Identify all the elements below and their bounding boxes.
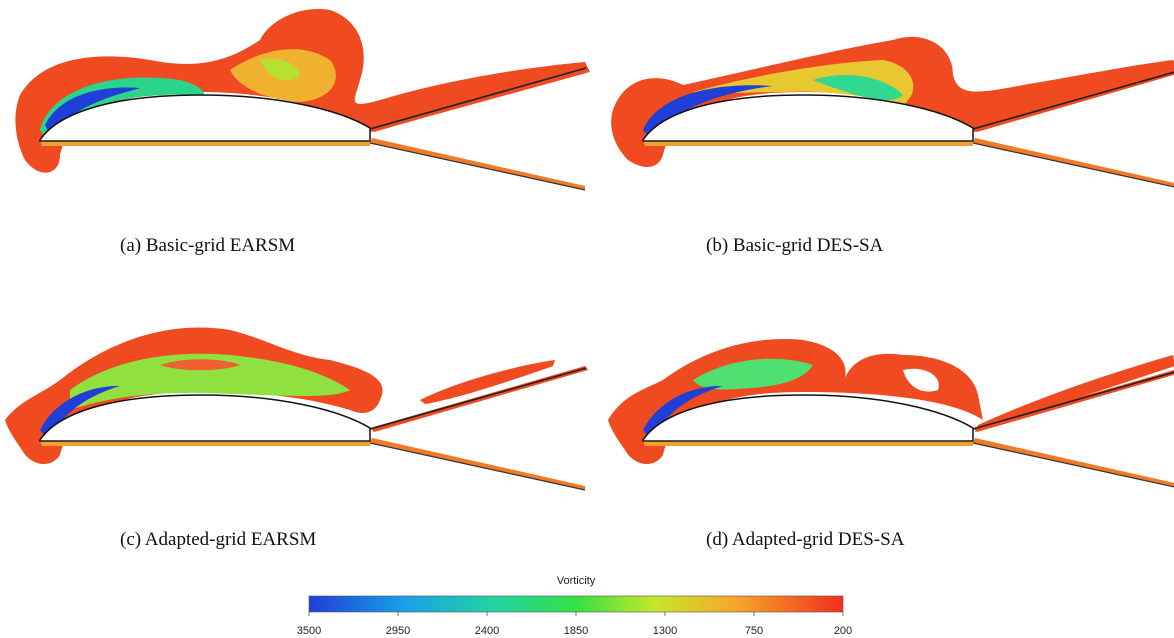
colorbar-tick-label: 200 (834, 625, 852, 637)
colorbar-tick-label: 750 (745, 625, 763, 637)
colorbar-tick-label: 3500 (297, 625, 321, 637)
figure: (a) Basic-grid EARSM (b) Basic-grid DES-… (0, 0, 1174, 638)
panel-c (5, 327, 588, 490)
colorbar-tick-label: 2400 (475, 625, 499, 637)
colorbar-tick-label: 1300 (653, 625, 677, 637)
caption: (a) Basic-grid EARSM (120, 235, 295, 256)
caption: (d) Adapted-grid DES-SA (706, 529, 905, 550)
colorbar (309, 596, 843, 612)
colorbar-title: Vorticity (557, 575, 596, 587)
panel-b (611, 37, 1174, 190)
panel-d (608, 339, 1174, 490)
caption: (c) Adapted-grid EARSM (120, 529, 316, 550)
colorbar-tick-label: 2950 (386, 625, 410, 637)
panel-a (15, 9, 590, 190)
colorbar-tick-label: 1850 (564, 625, 588, 637)
caption: (b) Basic-grid DES-SA (706, 235, 884, 256)
